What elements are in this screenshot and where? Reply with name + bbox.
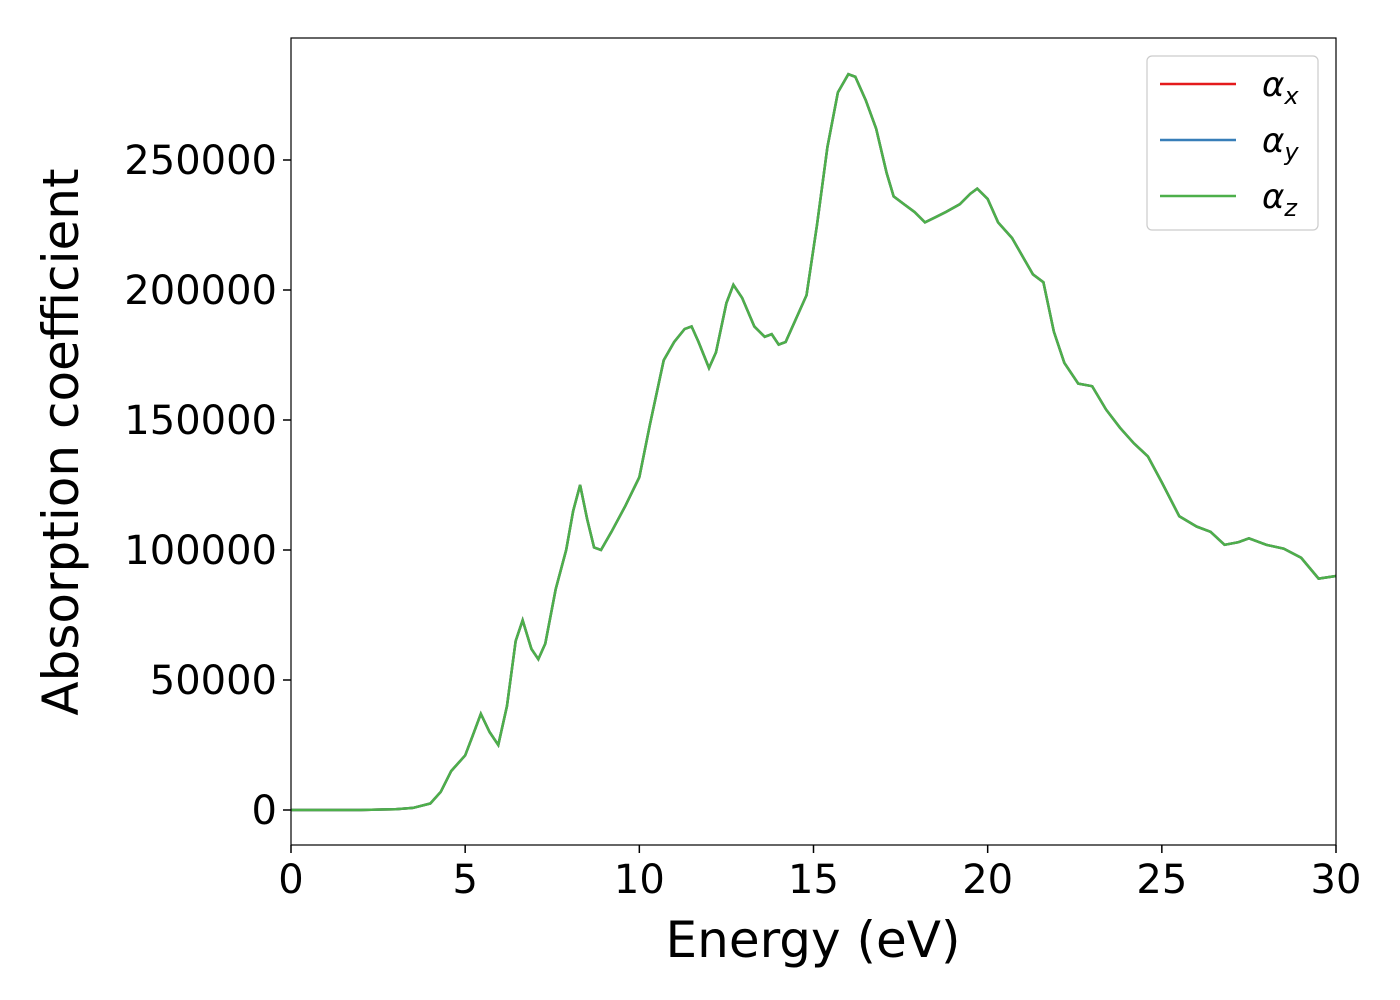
y-tick-label: 200000 [124, 268, 277, 314]
x-tick-label: 5 [452, 857, 477, 903]
series-line [291, 72, 1337, 812]
y-tick-label: 50000 [150, 658, 277, 704]
x-tick-label: 25 [1136, 857, 1187, 903]
y-tick-label: 0 [252, 788, 277, 834]
x-tick-label: 10 [614, 857, 665, 903]
y-tick-label: 250000 [124, 138, 277, 184]
legend-label: αy [1262, 121, 1299, 166]
y-tick-label: 150000 [124, 398, 277, 444]
x-axis-label: Energy (eV) [666, 911, 961, 969]
x-tick-label: 30 [1311, 857, 1362, 903]
plot-frame [290, 37, 1337, 846]
legend-label: αz [1262, 177, 1298, 222]
y-axis-label: Absorption coefficient [32, 168, 90, 715]
x-tick-label: 15 [788, 857, 839, 903]
x-tick-label: 20 [962, 857, 1013, 903]
legend-label: αx [1262, 65, 1299, 110]
legend-box [1146, 55, 1319, 231]
x-tick-label: 0 [278, 857, 303, 903]
y-tick-label: 100000 [124, 528, 277, 574]
